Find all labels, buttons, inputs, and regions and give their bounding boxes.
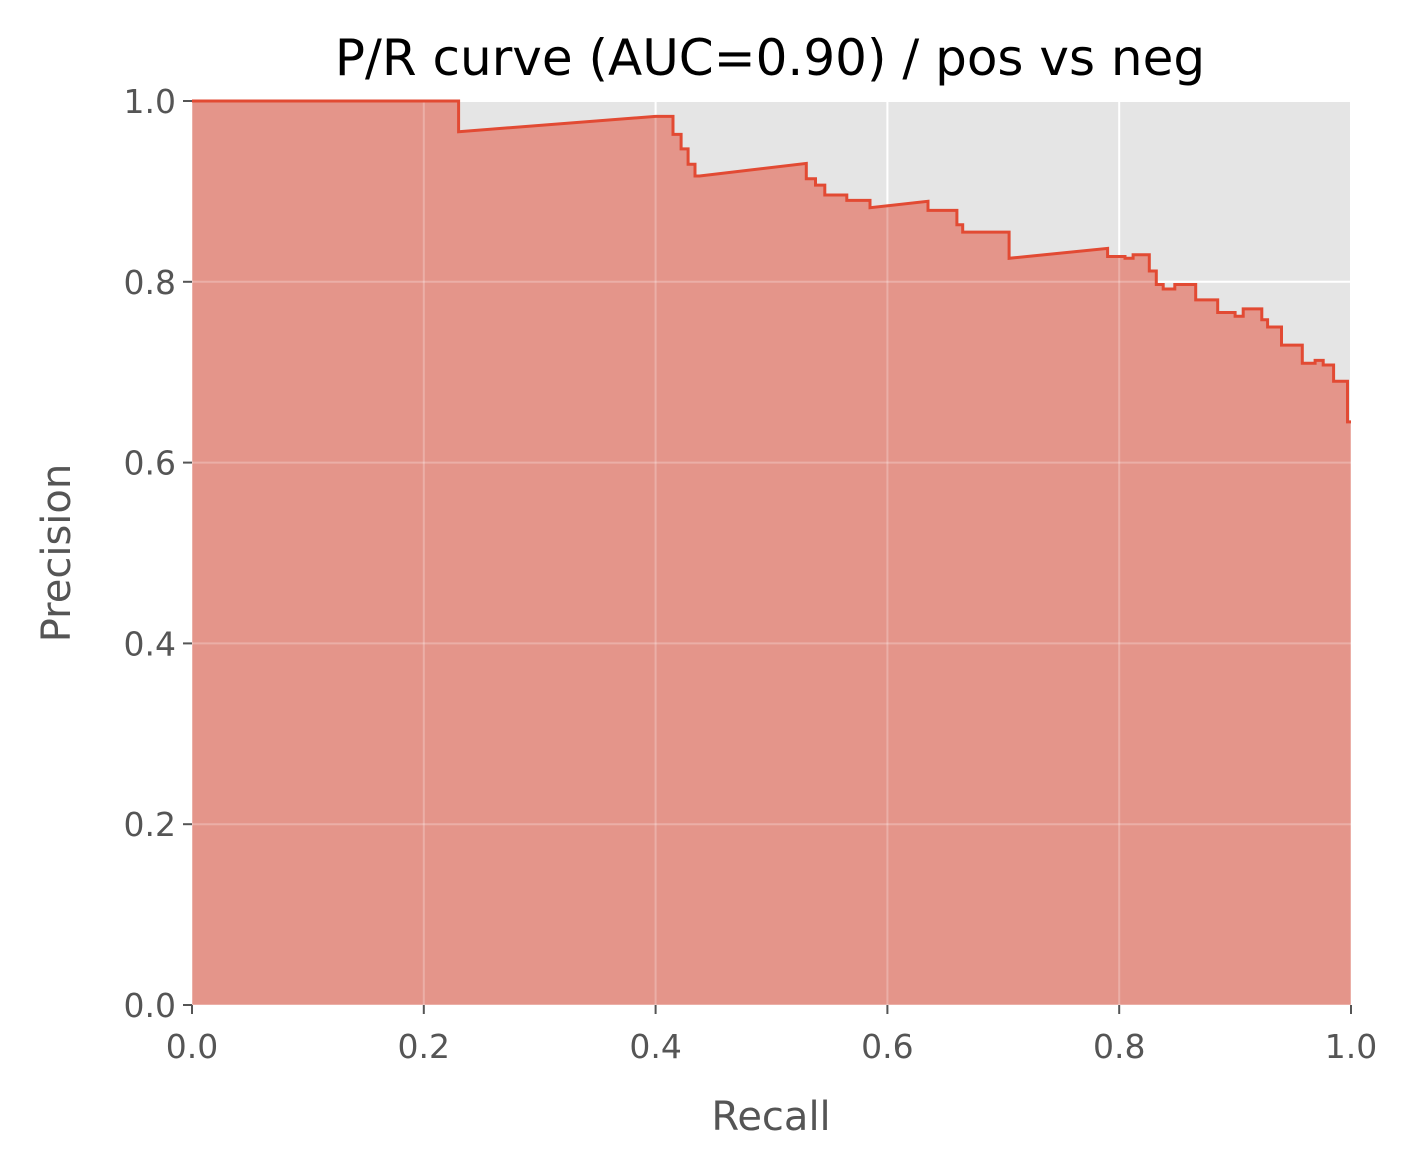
x-tick-label: 1.0 [1325, 1027, 1377, 1066]
y-tick-label: 0.0 [124, 986, 176, 1025]
y-tick-label: 0.8 [124, 263, 176, 302]
grid-lines-over-fill [191, 100, 1352, 1006]
y-tick-label: 0.2 [124, 805, 176, 844]
x-tick-label: 0.0 [166, 1027, 218, 1066]
x-tick-label: 0.2 [398, 1027, 450, 1066]
pr-area-fill [192, 101, 1351, 1005]
x-axis-ticks: 0.0 0.2 0.4 0.6 0.8 1.0 [166, 1005, 1377, 1066]
x-axis-label: Recall [711, 1094, 830, 1140]
x-tick-label: 0.6 [861, 1027, 913, 1066]
pr-curve-line [192, 99, 1351, 424]
y-tick-label: 0.6 [124, 444, 176, 483]
chart-title: P/R curve (AUC=0.90) / pos vs neg [335, 29, 1205, 87]
y-axis-ticks: 0.0 0.2 0.4 0.6 0.8 1.0 [124, 82, 192, 1025]
y-tick-label: 1.0 [124, 82, 176, 121]
x-tick-label: 0.8 [1093, 1027, 1145, 1066]
x-tick-label: 0.4 [629, 1027, 681, 1066]
y-axis-label: Precision [34, 464, 80, 642]
y-tick-label: 0.4 [124, 624, 176, 663]
